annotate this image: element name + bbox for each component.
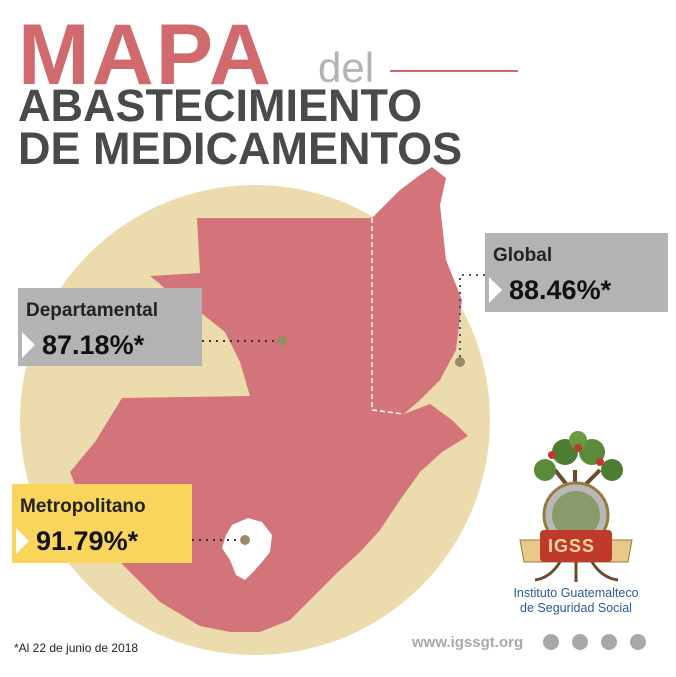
stat-value: 87.18%* xyxy=(42,330,145,360)
title-connector: del xyxy=(318,44,375,91)
logo-caption: de Seguridad Social xyxy=(520,601,632,615)
arrow xyxy=(22,332,35,358)
metro-region xyxy=(222,518,272,580)
stat-value: 88.46%* xyxy=(509,275,612,305)
logo xyxy=(519,431,633,582)
logo-text: IGSS xyxy=(548,536,596,556)
footnote: *Al 22 de junio de 2018 xyxy=(14,641,139,655)
stat-box: Departamental 87.18%* xyxy=(18,288,202,366)
title-line: ABASTECIMIENTO xyxy=(18,80,423,131)
stat-label: Metropolitano xyxy=(20,496,146,517)
border-line xyxy=(371,409,405,415)
marker-dot xyxy=(455,357,465,367)
title-line: DE MEDICAMENTOS xyxy=(18,123,463,174)
marker-dot xyxy=(277,336,287,346)
arrow xyxy=(16,528,29,554)
website: www.igssgt.org xyxy=(412,634,524,651)
title-main: MAPA xyxy=(18,7,273,103)
stat-label: Global xyxy=(493,245,553,266)
marker-dot xyxy=(240,535,250,545)
logo-caption: Instituto Guatemalteco xyxy=(513,586,639,600)
stat-box: Global 88.46%* xyxy=(485,233,668,312)
leader-line xyxy=(459,274,485,358)
arrow xyxy=(489,277,502,303)
stat-label: Departamental xyxy=(26,300,158,321)
stat-value: 91.79%* xyxy=(36,526,139,556)
stat-box: Metropolitano 91.79%* xyxy=(12,484,192,563)
social-icons xyxy=(543,634,646,650)
